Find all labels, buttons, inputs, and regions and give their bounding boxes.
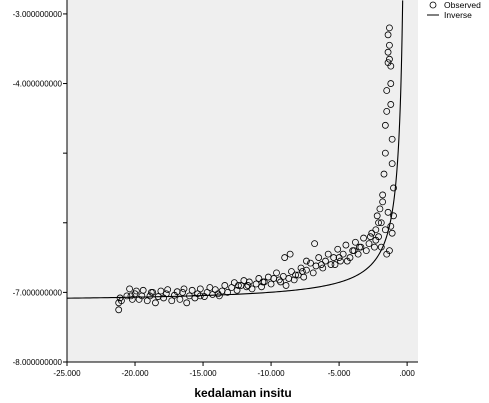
y-tick-label: -8.000000000 — [13, 358, 63, 367]
legend-inverse-label: Inverse — [444, 10, 472, 20]
x-tick-label: .000 — [399, 369, 415, 378]
x-tick-label: -20.000 — [121, 369, 149, 378]
y-tick-label: -7.000000000 — [13, 288, 63, 297]
y-tick-label: -3.000000000 — [13, 10, 63, 19]
y-axis-ticks: -3.000000000 -4.000000000 -7.000000000 -8.0… — [13, 10, 67, 367]
x-tick-label: -25.000 — [53, 369, 81, 378]
x-tick-label: -5.000 — [328, 369, 351, 378]
x-tick-label: -10.000 — [257, 369, 285, 378]
plot-background — [67, 0, 418, 362]
legend-observed-label: Observed — [444, 0, 481, 10]
legend-observed-marker — [430, 2, 436, 8]
y-tick-label: -4.000000000 — [13, 80, 63, 89]
x-axis-ticks: -25.000 -20.000 -15.000 -10.000 -5.000 .000 — [53, 362, 415, 378]
legend: Observed Inverse — [427, 0, 481, 20]
x-tick-label: -15.000 — [189, 369, 217, 378]
x-axis-title: kedalaman insitu — [194, 386, 291, 400]
